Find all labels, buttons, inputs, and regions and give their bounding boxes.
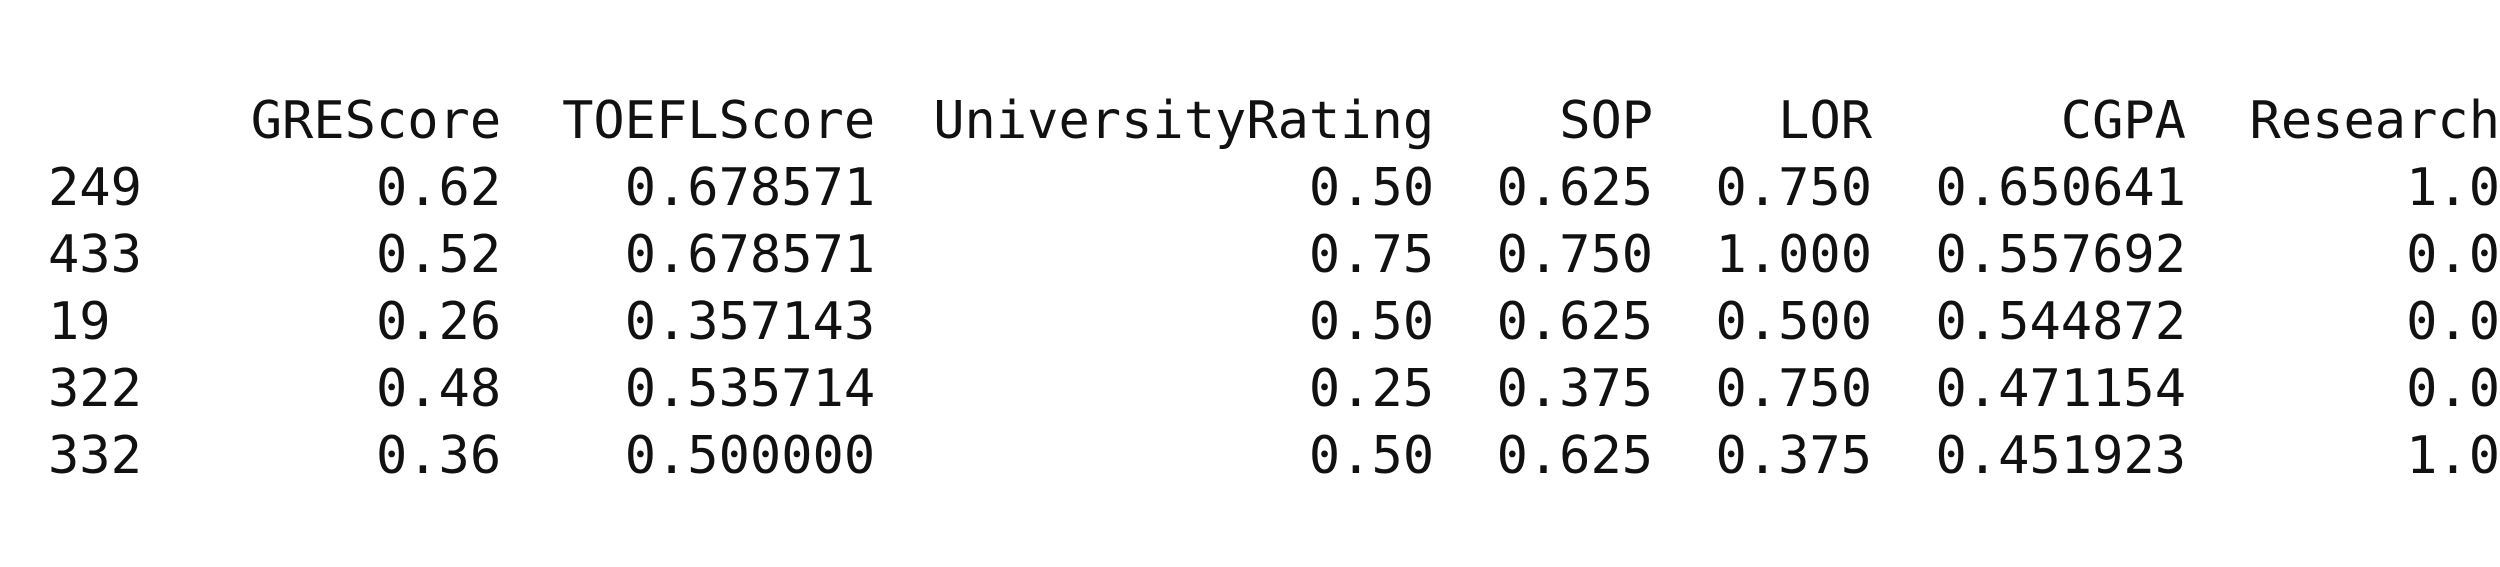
table-cell: 1.000 (1715, 225, 1873, 285)
index-header (48, 88, 158, 155)
table-cell: 0.62 (375, 158, 502, 218)
column-header-lor: LOR (1778, 91, 1873, 151)
table-cell: 0.678571 (624, 225, 876, 285)
table-cell: 0.50 (1308, 426, 1435, 486)
column-header-universityrating: UniversityRating (933, 91, 1435, 151)
table-cell: 0.500 (1715, 292, 1873, 352)
column-header-toeflscore: TOEFLScore (562, 91, 876, 151)
table-cell: 0.50 (1308, 292, 1435, 352)
table-cell: 0.75 (1308, 225, 1435, 285)
dataframe-table: GREScore TOEFLScore UniversityRating SOP… (48, 88, 2500, 490)
table-row: 433 0.52 0.678571 0.75 0.750 1.000 0.557… (48, 222, 2500, 289)
table-cell: 0.48 (375, 359, 502, 419)
table-cell: 0.625 (1496, 292, 1654, 352)
table-cell: 0.625 (1496, 426, 1654, 486)
table-cell: 0.50 (1308, 158, 1435, 218)
table-cell: 0.650641 (1935, 158, 2186, 218)
table-cell: 0.375 (1715, 426, 1873, 486)
table-cell: 0.36 (375, 426, 502, 486)
table-row: 19 0.26 0.357143 0.50 0.625 0.500 0.5448… (48, 289, 2500, 356)
table-cell: 0.678571 (624, 158, 876, 218)
table-cell: 0.750 (1715, 158, 1873, 218)
table-cell: 0.357143 (624, 292, 876, 352)
table-cell: 0.0 (2406, 225, 2500, 285)
row-index: 322 (48, 359, 142, 419)
table-row: 249 0.62 0.678571 0.50 0.625 0.750 0.650… (48, 155, 2500, 222)
table-cell: 0.500000 (624, 426, 876, 486)
table-cell: 1.0 (2406, 158, 2500, 218)
table-cell: 0.750 (1715, 359, 1873, 419)
table-row: 332 0.36 0.500000 0.50 0.625 0.375 0.451… (48, 423, 2500, 490)
table-cell: 0.0 (2406, 359, 2500, 419)
row-index: 433 (48, 225, 142, 285)
column-header-grescore: GREScore (250, 91, 502, 151)
column-header-cgpa: CGPA (2060, 91, 2186, 151)
row-index: 249 (48, 158, 142, 218)
table-cell: 0.451923 (1935, 426, 2186, 486)
table-cell: 0.625 (1496, 158, 1654, 218)
table-cell: 0.26 (375, 292, 502, 352)
table-cell: 0.25 (1308, 359, 1435, 419)
column-header-sop: SOP (1559, 91, 1654, 151)
table-cell: 0.52 (375, 225, 502, 285)
table-cell: 0.471154 (1935, 359, 2186, 419)
column-header-research: Research (2249, 91, 2500, 151)
table-cell: 0.750 (1496, 225, 1654, 285)
table-cell: 0.375 (1496, 359, 1654, 419)
row-index: 332 (48, 426, 142, 486)
header-row: GREScore TOEFLScore UniversityRating SOP… (48, 88, 2500, 155)
table-cell: 0.544872 (1935, 292, 2186, 352)
table-cell: 1.0 (2406, 426, 2500, 486)
row-index: 19 (48, 292, 111, 352)
table-cell: 0.535714 (624, 359, 876, 419)
table-cell: 0.557692 (1935, 225, 2186, 285)
table-row: 322 0.48 0.535714 0.25 0.375 0.750 0.471… (48, 356, 2500, 423)
table-cell: 0.0 (2406, 292, 2500, 352)
